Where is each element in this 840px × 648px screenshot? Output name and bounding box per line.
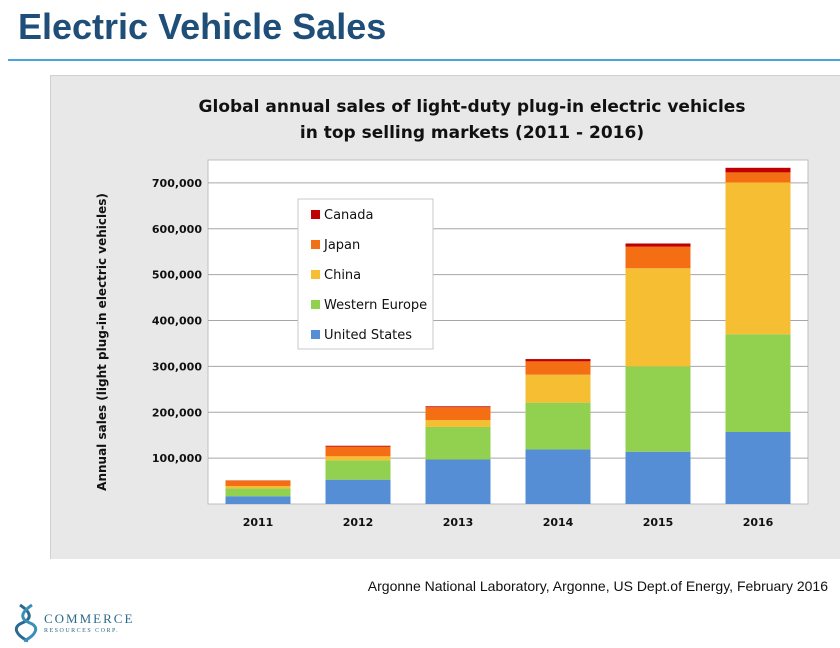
y-tick-label: 600,000 <box>152 223 202 236</box>
legend-label: Canada <box>324 208 373 223</box>
bar-segment-japan <box>526 361 591 374</box>
x-tick-label: 2014 <box>543 516 574 529</box>
x-tick-label: 2012 <box>343 516 374 529</box>
bar-segment-china <box>526 375 591 403</box>
x-tick-label: 2015 <box>643 516 674 529</box>
bar-segment-united-states <box>626 452 691 504</box>
chart-title-line-2: in top selling markets (2011 - 2016) <box>300 123 644 143</box>
bar-segment-canada <box>626 243 691 246</box>
logo-wordmark: COMMERCE <box>44 611 134 627</box>
bar-segment-canada <box>326 446 391 447</box>
y-tick-label: 100,000 <box>152 452 202 465</box>
bar-segment-united-states <box>426 460 491 504</box>
bar-segment-western-europe <box>726 334 791 432</box>
y-tick-label: 500,000 <box>152 269 202 282</box>
bar-segment-united-states <box>326 480 391 504</box>
y-tick-label: 200,000 <box>152 406 202 419</box>
bar-segment-western-europe <box>426 427 491 460</box>
bar-segment-china <box>726 182 791 334</box>
title-divider <box>8 59 840 61</box>
bar-segment-western-europe <box>226 488 291 496</box>
legend-label: Japan <box>323 238 360 253</box>
bar-segment-china <box>626 268 691 366</box>
bar-segment-china <box>226 486 291 488</box>
bar-segment-canada <box>726 168 791 173</box>
chart-title-line-1: Global annual sales of light-duty plug-i… <box>199 97 746 117</box>
x-tick-label: 2016 <box>743 516 774 529</box>
legend-swatch <box>311 240 320 249</box>
bar-segment-united-states <box>526 449 591 504</box>
bar-segment-china <box>426 420 491 427</box>
legend-swatch <box>311 330 320 339</box>
bar-segment-canada <box>526 359 591 361</box>
logo-subtext: RESOURCES CORP. <box>44 628 119 634</box>
y-axis-title: Annual sales (light plug-in electric veh… <box>95 193 109 491</box>
x-tick-label: 2011 <box>243 516 274 529</box>
bar-segment-japan <box>226 481 291 487</box>
legend-label: Western Europe <box>324 298 427 313</box>
bar-segment-western-europe <box>626 366 691 451</box>
bar-segment-united-states <box>226 496 291 504</box>
y-tick-label: 400,000 <box>152 315 202 328</box>
commerce-logo-icon <box>14 603 40 643</box>
company-logo: COMMERCE RESOURCES CORP. <box>14 603 154 643</box>
bar-segment-japan <box>426 407 491 420</box>
y-tick-label: 700,000 <box>152 177 202 190</box>
bar-segment-western-europe <box>526 403 591 450</box>
bar-segment-western-europe <box>326 460 391 479</box>
bar-segment-japan <box>326 447 391 457</box>
legend-label: China <box>324 268 361 283</box>
bar-segment-united-states <box>726 432 791 504</box>
bar-segment-china <box>326 456 391 460</box>
stacked-bar-chart: Global annual sales of light-duty plug-i… <box>50 75 840 558</box>
x-tick-label: 2013 <box>443 516 474 529</box>
legend-swatch <box>311 300 320 309</box>
page-title: Electric Vehicle Sales <box>18 6 386 48</box>
y-tick-label: 300,000 <box>152 360 202 373</box>
legend-swatch <box>311 270 320 279</box>
bar-segment-canada <box>426 406 491 407</box>
bar-segment-japan <box>626 247 691 269</box>
legend: Canada Japan China Western Europe United Sta… <box>298 199 433 349</box>
legend-label: United States <box>324 328 412 343</box>
legend-swatch <box>311 210 320 219</box>
source-citation: Argonne National Laboratory, Argonne, US… <box>368 578 828 594</box>
bar-segment-japan <box>726 172 791 182</box>
